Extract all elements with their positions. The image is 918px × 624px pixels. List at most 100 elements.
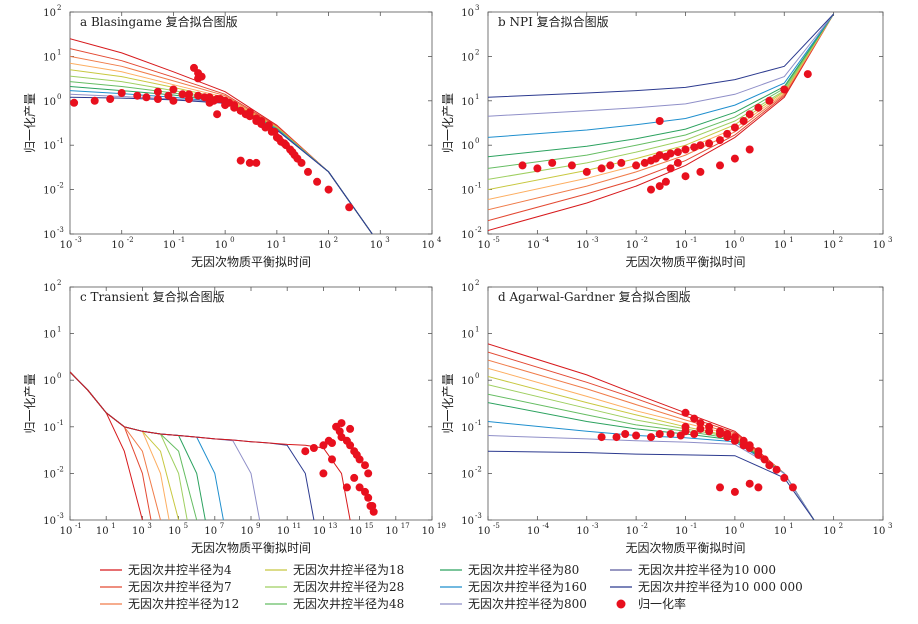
type-curve [70, 81, 373, 234]
data-point [252, 158, 261, 167]
x-tick-label: 10 [96, 526, 109, 537]
panel-c: 10 -1 10 1 10 3 10 5 10 7 10 9 10 11 10 13 10 15 10 17 10 191… [23, 279, 446, 555]
type-curve [70, 371, 188, 520]
x-tick-label: 10 [277, 526, 290, 537]
y-tick-label: 10 [43, 186, 56, 197]
x-tick-label: 10 [873, 526, 886, 537]
x-tick-exponent: 2 [334, 236, 338, 244]
data-point [313, 177, 322, 186]
data-point [754, 447, 763, 456]
panel-d: 10 -5 10 -4 10 -3 10 -2 10 -1 10 0 10 1 10 2 10 310 -310 -2… [441, 279, 892, 555]
y-tick-label: 10 [43, 423, 56, 434]
y-tick-exponent: 1 [475, 326, 479, 334]
x-tick-exponent: 0 [740, 522, 744, 530]
data-point [264, 121, 273, 130]
data-point [647, 433, 655, 442]
y-tick-exponent: 0 [475, 372, 479, 380]
legend-label: 无因次井控半径为7 [128, 580, 232, 594]
data-point [723, 430, 732, 438]
x-tick-exponent: -2 [641, 522, 648, 530]
data-point [754, 483, 763, 492]
data-point [716, 136, 724, 145]
data-point [632, 161, 641, 170]
data-point [597, 164, 606, 173]
legend-label: 无因次井控半径为18 [293, 563, 404, 577]
data-point [297, 158, 306, 167]
data-point [164, 91, 173, 100]
data-point [730, 487, 739, 496]
legend-swatch-point [616, 599, 626, 609]
x-tick-label: 10 [60, 526, 73, 537]
plot-frame [69, 286, 433, 521]
data-point [681, 172, 690, 181]
panel-b: 10 -5 10 -4 10 -3 10 -2 10 -1 10 0 10 1 10 2 10 310 -210 -1… [441, 4, 892, 251]
curve-group [70, 38, 373, 234]
x-tick-exponent: 0 [740, 236, 744, 244]
data-point [280, 139, 289, 148]
data-point [355, 483, 364, 492]
type-curve [488, 13, 835, 138]
data-point [681, 408, 690, 417]
data-point [655, 182, 664, 191]
panel-title: a Blasingame 复合拟合图版 [80, 14, 238, 29]
y-axis-label: 归一化产量 [23, 373, 37, 433]
data-point [696, 167, 705, 176]
y-tick-label: 10 [43, 230, 56, 241]
y-tick-exponent: 0 [475, 137, 479, 145]
data-point [705, 139, 714, 148]
x-tick-label: 10 [527, 240, 540, 251]
data-point [328, 439, 336, 447]
x-tick-exponent: 7 [220, 522, 224, 530]
y-tick-exponent: -2 [475, 465, 482, 473]
type-curve [70, 86, 373, 234]
panel-a: 10 -3 10 -2 10 -1 10 0 10 1 10 2 10 3 10 410 -310 -210 -11… [23, 4, 442, 269]
y-axis-label: 归一化产量 [441, 373, 455, 433]
x-tick-label: 10 [725, 240, 738, 251]
y-tick-exponent: 0 [57, 93, 61, 101]
data-point [245, 108, 254, 117]
curve-group [488, 343, 815, 520]
y-tick-label: 10 [461, 8, 474, 19]
data-point [236, 106, 245, 115]
y-tick-label: 10 [43, 376, 56, 387]
data-point [640, 158, 649, 167]
x-tick-exponent: 15 [365, 522, 374, 530]
data-point [142, 93, 151, 102]
type-curve [488, 367, 815, 520]
data-point [690, 143, 699, 152]
data-point [730, 433, 739, 442]
data-point [716, 161, 724, 170]
data-point [304, 167, 312, 176]
data-point [106, 95, 115, 103]
data-point [169, 85, 178, 94]
data-point [690, 430, 699, 438]
x-tick-exponent: -1 [691, 522, 698, 530]
data-point [745, 110, 754, 119]
data-point [342, 483, 351, 492]
data-point [730, 123, 739, 132]
panel-title: c Transient 复合拟合图版 [80, 289, 225, 304]
x-axis-label: 无因次物质平衡拟时间 [625, 541, 745, 555]
x-axis-label: 无因次物质平衡拟时间 [191, 255, 311, 269]
y-tick-label: 10 [461, 186, 474, 197]
type-curve [488, 343, 815, 520]
x-tick-label: 10 [527, 526, 540, 537]
data-point [205, 93, 214, 102]
x-tick-label: 10 [422, 526, 435, 537]
y-tick-label: 10 [43, 516, 56, 527]
data-point [745, 145, 754, 154]
y-tick-exponent: -3 [57, 226, 64, 234]
y-tick-exponent: 0 [57, 372, 61, 380]
x-tick-label: 10 [774, 526, 787, 537]
y-tick-exponent: -2 [57, 182, 64, 190]
y-tick-label: 10 [461, 283, 474, 294]
data-point [178, 90, 187, 99]
x-tick-label: 10 [313, 526, 326, 537]
x-tick-exponent: 3 [147, 522, 151, 530]
x-tick-exponent: -3 [592, 236, 599, 244]
data-point [361, 487, 369, 496]
x-tick-exponent: -2 [127, 236, 134, 244]
data-point [533, 164, 542, 173]
data-point [548, 158, 557, 167]
